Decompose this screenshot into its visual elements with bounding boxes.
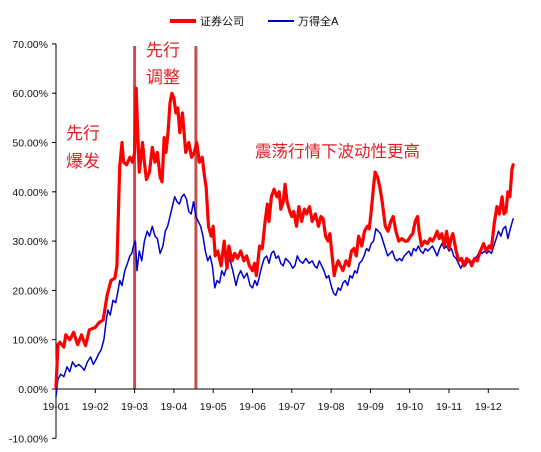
y-tick-label: 70.00%	[12, 39, 48, 51]
legend: 证券公司 万得全A	[170, 14, 339, 28]
x-tick-label: 19-07	[278, 401, 305, 413]
annotation-early-surge-line1: 先行	[66, 124, 100, 144]
x-tick-label: 19-10	[396, 401, 423, 413]
x-tick-label: 19-03	[121, 401, 148, 413]
series-line-brokers	[54, 86, 515, 389]
y-tick-label: 50.00%	[12, 138, 48, 150]
x-tick-label: 19-08	[318, 401, 345, 413]
legend-label-wind-a: 万得全A	[298, 14, 339, 28]
y-tick-label: 10.00%	[12, 335, 48, 347]
y-tick-label: 60.00%	[12, 88, 48, 100]
annotation-volatility: 震荡行情下波动性更高	[255, 142, 420, 161]
annotation-early-adjust-line2: 调整	[146, 68, 180, 88]
x-tick-label: 19-11	[436, 401, 462, 413]
y-tick-label: -10.00%	[9, 433, 48, 445]
series-line-wind-a	[55, 193, 514, 398]
x-tick-label: 19-06	[239, 401, 266, 413]
axes: -10.00% 0.00% 10.00% 20.00% 30.00% 40.00% 50.0…	[9, 39, 520, 445]
x-tick-label: 19-04	[160, 401, 187, 413]
series-lines	[54, 86, 515, 398]
x-tick-label: 19-12	[475, 401, 502, 413]
annotations: 先行 爆发 先行 调整 震荡行情下波动性更高	[66, 41, 420, 172]
y-tick-label: 30.00%	[12, 236, 48, 248]
annotation-early-surge-line2: 爆发	[66, 152, 100, 172]
annotation-early-adjust-line1: 先行	[146, 41, 180, 61]
legend-label-brokers: 证券公司	[200, 14, 244, 28]
x-tick-label: 19-01	[43, 401, 70, 413]
y-tick-label: 20.00%	[12, 285, 48, 297]
phase-marker-bar	[133, 46, 137, 389]
x-tick-label: 19-09	[357, 401, 384, 413]
y-tick-label: 40.00%	[12, 187, 48, 199]
x-tick-label: 19-02	[82, 401, 109, 413]
x-tick-label: 19-05	[200, 401, 227, 413]
y-tick-label: 0.00%	[18, 384, 48, 396]
phase-markers	[133, 46, 198, 389]
